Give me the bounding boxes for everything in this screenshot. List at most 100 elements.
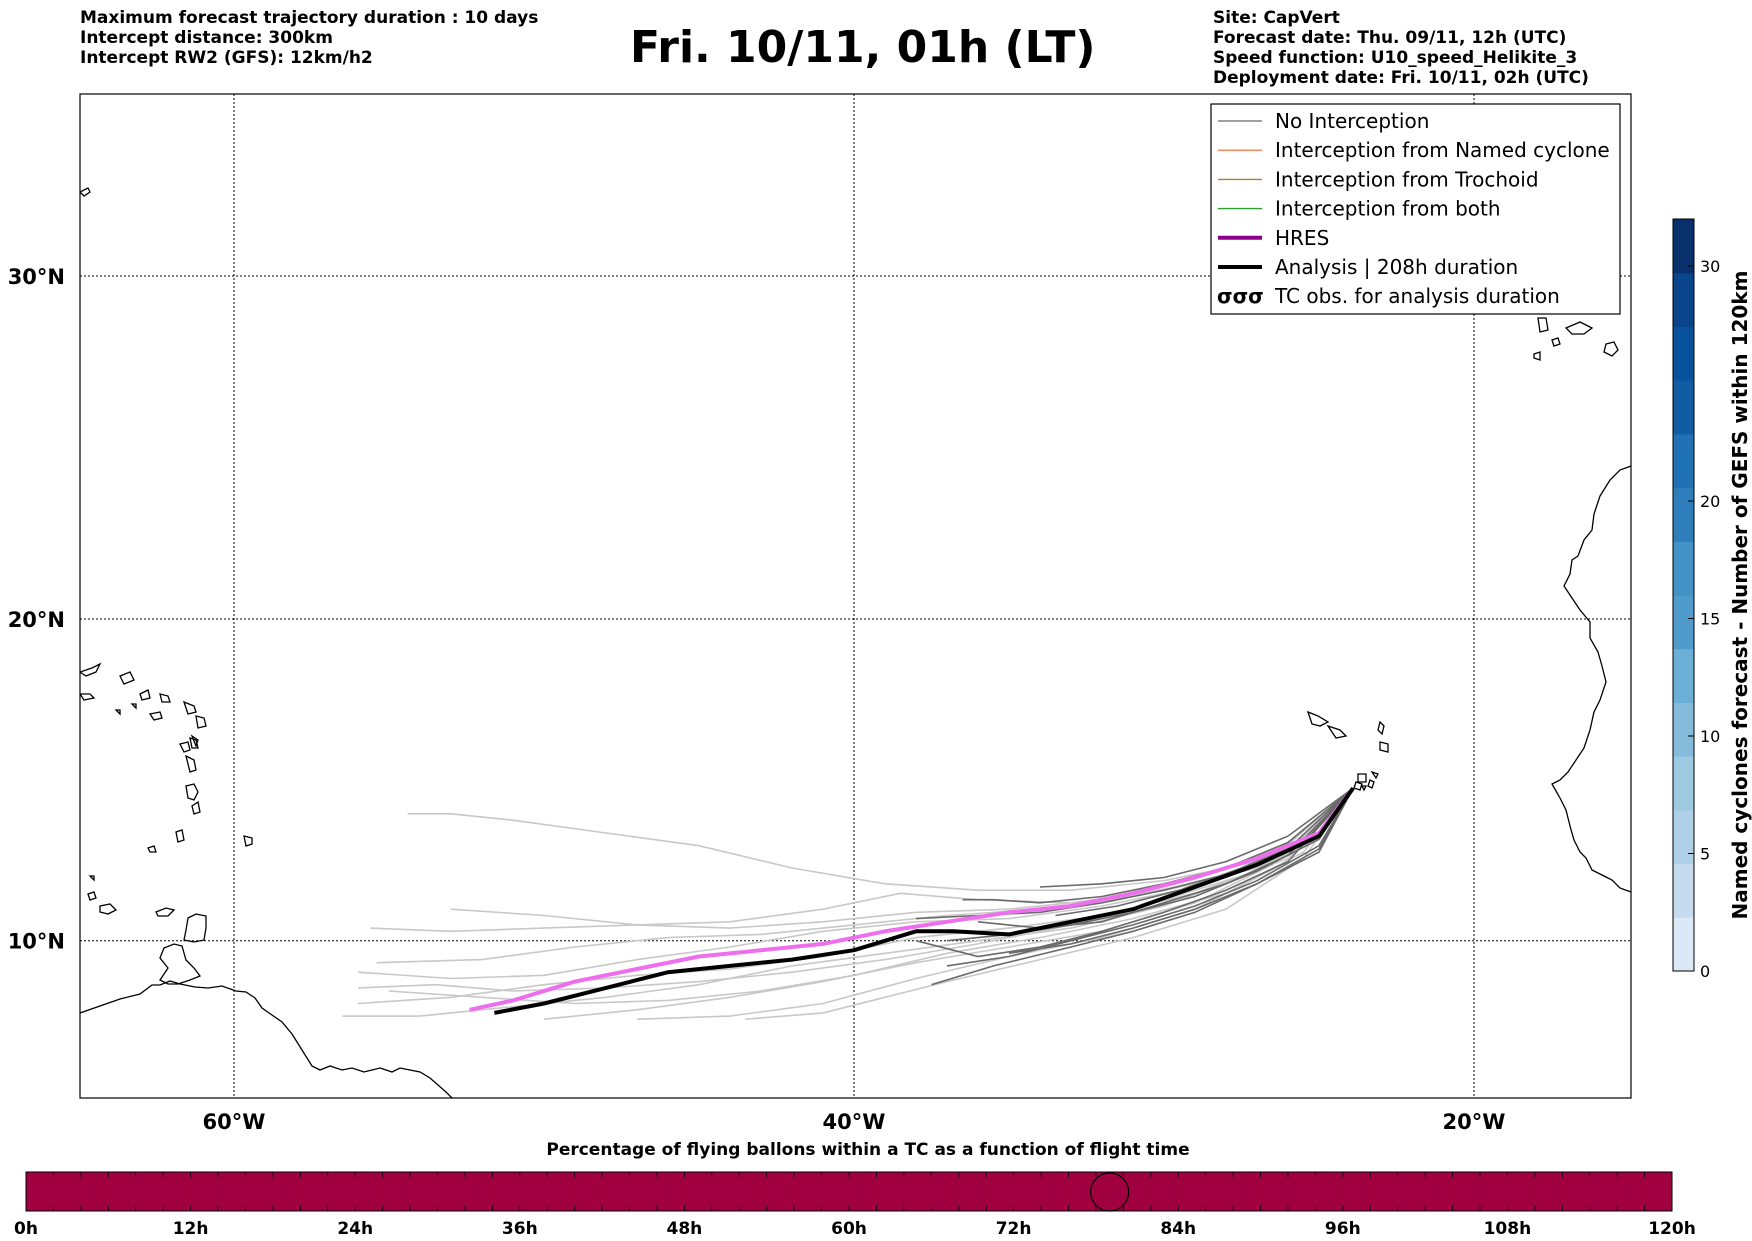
axis-labels: 30°N 20°N 10°N 60°W 40°W 20°W: [8, 265, 1506, 1134]
africa-coast: [1551, 465, 1631, 893]
leeward-1: [148, 711, 163, 721]
coastlines: [80, 187, 1631, 1098]
dominica: [190, 734, 199, 748]
colorbar-cells: [1673, 219, 1694, 972]
header-forecast-date: Forecast date: Thu. 09/11, 12h (UTC): [1213, 28, 1567, 48]
leeward-3: [139, 689, 151, 701]
cape-verde-8: [1370, 770, 1379, 780]
ensemble-track: [543, 787, 1354, 1020]
flight-time-bar: Percentage of flying ballons within a TC…: [14, 1140, 1696, 1239]
antilles-4: [185, 754, 197, 773]
colorbar-label: Named cyclones forecast - Number of GEFS…: [1728, 271, 1752, 920]
antilles-1: [185, 783, 199, 801]
antilles-8: [147, 845, 157, 853]
colorbar-cell: [1673, 648, 1694, 703]
bar-tick-label: 24h: [337, 1219, 373, 1239]
colorbar-cell: [1673, 917, 1694, 972]
header-intercept-rw2: Intercept RW2 (GFS): 12km/h2: [80, 48, 373, 68]
bar-tick-label: 84h: [1160, 1219, 1196, 1239]
canary-5: [1533, 351, 1541, 361]
tc-symbol-icon: σσσ: [1217, 284, 1264, 308]
header-speed-function: Speed function: U10_speed_Helikite_3: [1213, 48, 1578, 68]
colorbar-cell: [1673, 219, 1694, 274]
colorbar-cell: [1673, 863, 1694, 918]
legend-items: No Interception Interception from Named c…: [1217, 109, 1610, 308]
colorbar-tick-label: 30: [1700, 257, 1720, 276]
colorbar-cell: [1673, 380, 1694, 435]
bar-tick-label: 36h: [502, 1219, 538, 1239]
no-interception-track: [915, 787, 1354, 958]
colorbar-cell: [1673, 433, 1694, 489]
bar-tick-label: 48h: [667, 1219, 703, 1239]
legend-box: [1210, 103, 1621, 315]
puerto-rico-edge: [80, 693, 96, 701]
colorbar-tick-label: 5: [1700, 845, 1710, 864]
lat-label: 20°N: [8, 608, 65, 632]
header-deployment-date: Deployment date: Fri. 10/11, 02h (UTC): [1213, 68, 1589, 88]
legend-label: Analysis | 208h duration: [1275, 255, 1518, 279]
no-interception-track: [962, 787, 1354, 904]
barbados: [243, 835, 253, 847]
no-interception-track: [946, 787, 1354, 967]
flight-time-marker: [1090, 1172, 1130, 1212]
hres-track: [469, 786, 1355, 1012]
colorbar-cell: [1673, 809, 1694, 865]
antilles-6: [195, 715, 207, 729]
header-right: Site: CapVert Forecast date: Thu. 09/11,…: [1213, 8, 1589, 88]
south-america-coast: [80, 980, 453, 1098]
legend-label: Interception from Trochoid: [1275, 167, 1539, 191]
trinidad-venezuela: [159, 943, 202, 985]
no-interception-track: [1008, 787, 1354, 955]
antilles-2: [191, 800, 201, 815]
west-isle: [80, 187, 91, 197]
colorbar-cell: [1673, 541, 1694, 596]
canary-4: [1551, 337, 1561, 347]
legend-label: No Interception: [1275, 109, 1429, 133]
leeward-4: [119, 671, 135, 685]
lon-label: 20°W: [1443, 1110, 1506, 1134]
no-interception-track: [931, 787, 1354, 986]
bar-tick-label: 12h: [173, 1219, 209, 1239]
leeward-2: [159, 693, 171, 703]
trajectories: [342, 786, 1355, 1020]
colorbar-cell: [1673, 487, 1694, 542]
legend: No Interception Interception from Named c…: [1210, 103, 1621, 315]
tobago: [155, 907, 176, 917]
bar-tick-label: 60h: [831, 1219, 867, 1239]
ensemble-track: [745, 787, 1354, 1020]
map-frame: [79, 93, 1632, 1099]
bar-tick-label: 72h: [996, 1219, 1032, 1239]
lon-label: 40°W: [823, 1110, 886, 1134]
antilles-3: [175, 829, 185, 843]
colorbar-frame: [1672, 218, 1695, 972]
caribbean-tiny-2: [130, 703, 137, 710]
analysis-track: [494, 787, 1355, 1015]
header-intercept-distance: Intercept distance: 300km: [80, 28, 333, 48]
ensemble-track: [357, 787, 1354, 992]
cape-verde-9: [1360, 785, 1368, 792]
colorbar-tick-label: 10: [1700, 727, 1720, 746]
colorbar-tick-label: 20: [1700, 492, 1720, 511]
header-site: Site: CapVert: [1213, 8, 1340, 28]
legend-label: Interception from both: [1275, 197, 1501, 221]
small-isle-2: [87, 891, 97, 901]
cape-verde-7: [1353, 781, 1363, 791]
bar-tick-label: 96h: [1325, 1219, 1361, 1239]
lon-label: 60°W: [203, 1110, 266, 1134]
colorbar-cell: [1673, 272, 1694, 327]
flight-time-bar-fill: [25, 1171, 1673, 1212]
bar-tick-label: 120h: [1648, 1219, 1696, 1239]
virgin-isles: [80, 662, 102, 677]
lat-label: 10°N: [8, 930, 65, 954]
colorbar-cell: [1673, 702, 1694, 757]
no-interception-track: [1055, 787, 1354, 917]
antilles-9: [88, 875, 95, 882]
cape-verde-2: [1326, 724, 1348, 739]
small-isle-1: [99, 903, 118, 915]
cape-verde-3: [1377, 720, 1385, 736]
canary-3: [1603, 341, 1619, 357]
legend-label: TC obs. for analysis duration: [1274, 284, 1560, 308]
map-title: Fri. 10/11, 01h (LT): [630, 22, 1096, 73]
guadeloupe: [179, 741, 191, 753]
